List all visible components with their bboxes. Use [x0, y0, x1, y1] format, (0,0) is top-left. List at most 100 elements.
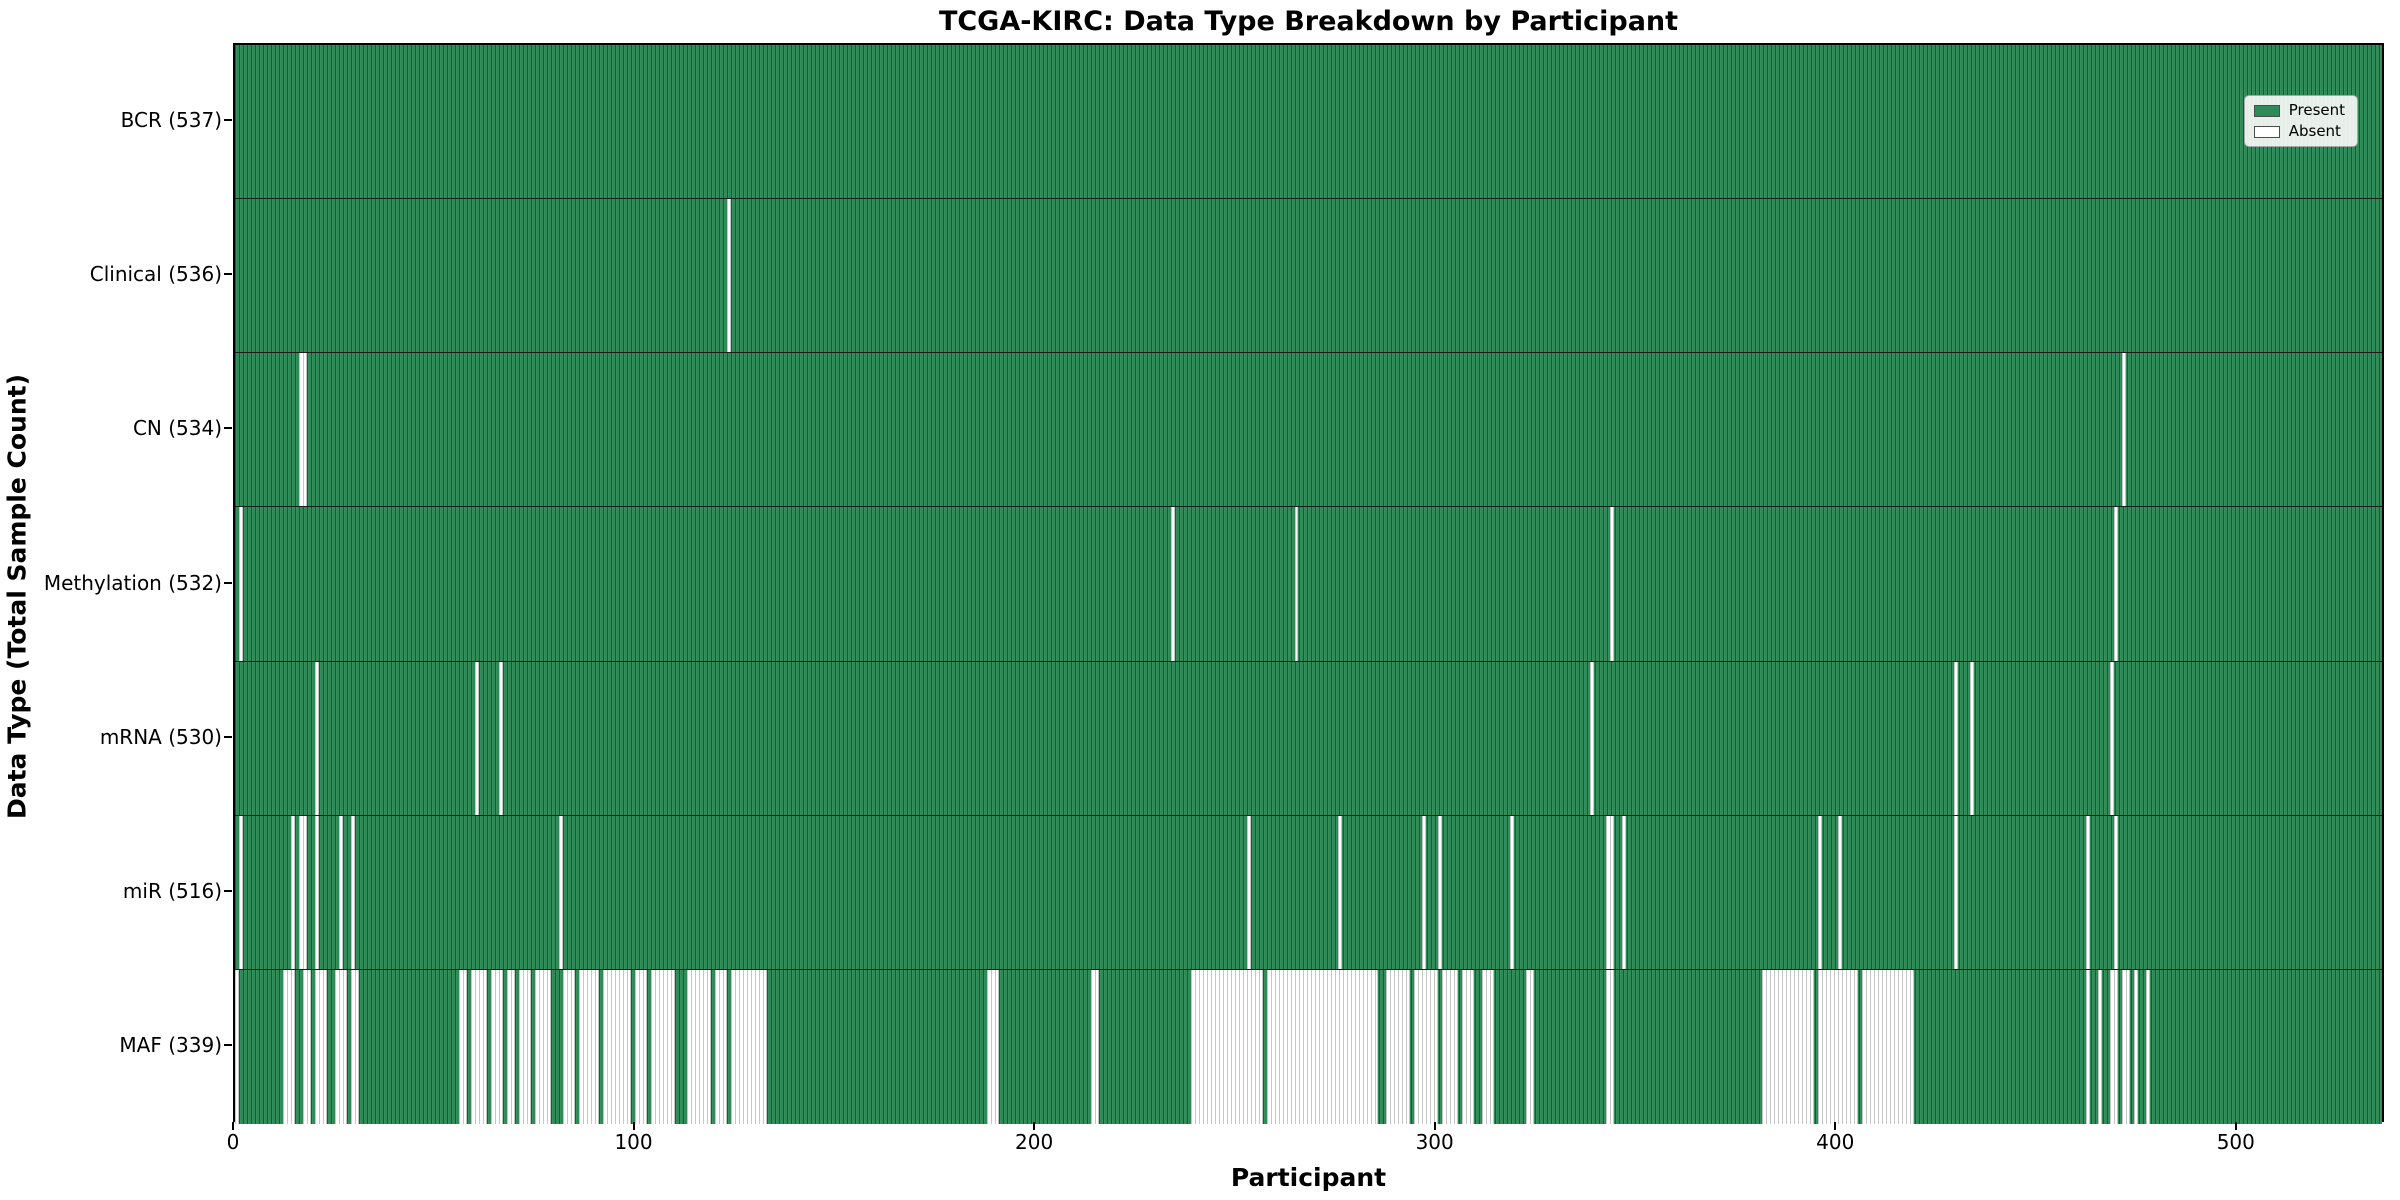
absent-gap: [730, 969, 767, 1124]
absent-gap: [498, 661, 503, 815]
legend-entry-present: Present: [2253, 101, 2345, 119]
xtick-label-200: 200: [1015, 1130, 1054, 1154]
absent-gap: [2110, 661, 2115, 815]
row-cn: [235, 353, 2382, 508]
xtick-label-400: 400: [1816, 1130, 1855, 1154]
absent-gap: [238, 815, 243, 969]
absent-gap: [1386, 969, 1411, 1124]
y-axis-label: Data Type (Total Sample Count): [2, 373, 32, 820]
absent-gap: [634, 969, 647, 1124]
ytick-label-maf: MAF (339): [119, 1032, 222, 1057]
ytick-label-bcr: BCR (537): [120, 108, 222, 133]
ytick-label-mrna: mRNA (530): [99, 724, 222, 749]
rows-container: [235, 45, 2382, 1124]
present-swatch: [2253, 104, 2280, 117]
legend-label-present: Present: [2288, 101, 2345, 119]
row-methylation: [235, 507, 2382, 662]
row-clinical: [235, 199, 2382, 354]
absent-gap: [350, 969, 359, 1124]
absent-gap: [518, 969, 531, 1124]
absent-gap: [562, 969, 575, 1124]
absent-gap: [2114, 815, 2119, 969]
absent-gap: [1482, 969, 1495, 1124]
ytick-mark: [224, 581, 232, 584]
xtick-label-0: 0: [226, 1130, 240, 1154]
absent-swatch: [2253, 125, 2280, 138]
row-bcr: [235, 45, 2382, 200]
absent-gap: [2086, 815, 2091, 969]
absent-gap: [602, 969, 631, 1124]
ytick-mark: [224, 273, 232, 276]
plot-area: Present Absent: [233, 43, 2384, 1124]
absent-gap: [458, 969, 467, 1124]
absent-gap: [470, 969, 487, 1124]
legend-entry-absent: Absent: [2253, 122, 2345, 140]
ytick-mark: [224, 119, 232, 122]
absent-gap: [2122, 353, 2127, 507]
row-mir: [235, 815, 2382, 970]
absent-gap: [506, 969, 515, 1124]
absent-gap: [1090, 969, 1099, 1124]
ytick-mark: [224, 427, 232, 430]
xtick-mark: [232, 1122, 234, 1130]
absent-gap: [726, 199, 731, 353]
absent-gap: [2110, 969, 2119, 1124]
legend-label-absent: Absent: [2288, 122, 2341, 140]
absent-gap: [2146, 969, 2151, 1124]
absent-gap: [2114, 507, 2119, 661]
x-axis-label: Participant: [1230, 1163, 1387, 1192]
absent-gap: [1246, 815, 1251, 969]
ytick-label-methylation: Methylation (532): [43, 570, 222, 595]
xtick-mark: [2234, 1122, 2237, 1130]
absent-gap: [334, 969, 347, 1124]
absent-gap: [1622, 815, 1627, 969]
xtick-mark: [1834, 1122, 1837, 1130]
absent-gap: [1438, 815, 1443, 969]
ytick-label-clinical: Clinical (536): [89, 262, 222, 287]
xtick-mark: [1433, 1122, 1436, 1130]
ytick-label-mir: miR (516): [122, 878, 222, 903]
xtick-label-300: 300: [1415, 1130, 1454, 1154]
absent-gap: [2086, 969, 2091, 1124]
ytick-label-cn: CN (534): [132, 416, 222, 441]
absent-gap: [235, 969, 239, 1124]
absent-gap: [1266, 969, 1379, 1124]
absent-gap: [578, 969, 599, 1124]
absent-gap: [986, 969, 999, 1124]
absent-gap: [314, 815, 319, 969]
absent-gap: [1422, 815, 1427, 969]
xtick-mark: [632, 1122, 635, 1130]
absent-gap: [1862, 969, 1915, 1124]
absent-gap: [1590, 661, 1595, 815]
absent-gap: [1970, 661, 1975, 815]
ytick-mark: [224, 889, 232, 892]
absent-gap: [2134, 969, 2139, 1124]
absent-gap: [1954, 661, 1959, 815]
absent-gap: [714, 969, 727, 1124]
absent-gap: [1338, 815, 1343, 969]
absent-gap: [1526, 969, 1535, 1124]
chart-title: TCGA-KIRC: Data Type Breakdown by Partic…: [938, 6, 1679, 37]
absent-gap: [1462, 969, 1475, 1124]
absent-gap: [1190, 969, 1263, 1124]
ytick-mark: [224, 735, 232, 738]
absent-gap: [302, 969, 311, 1124]
absent-gap: [1610, 507, 1615, 661]
absent-gap: [1606, 969, 1615, 1124]
absent-gap: [534, 969, 551, 1124]
xtick-label-500: 500: [2216, 1130, 2255, 1154]
absent-gap: [2122, 969, 2131, 1124]
legend: Present Absent: [2243, 95, 2358, 147]
absent-gap: [1818, 815, 1823, 969]
absent-gap: [298, 353, 307, 507]
absent-gap: [650, 969, 675, 1124]
absent-gap: [350, 815, 355, 969]
absent-gap: [1442, 969, 1459, 1124]
absent-gap: [1838, 815, 1843, 969]
absent-gap: [1818, 969, 1859, 1124]
absent-gap: [238, 507, 243, 661]
absent-gap: [558, 815, 563, 969]
row-mrna: [235, 661, 2382, 816]
absent-gap: [2098, 969, 2103, 1124]
absent-gap: [282, 969, 295, 1124]
